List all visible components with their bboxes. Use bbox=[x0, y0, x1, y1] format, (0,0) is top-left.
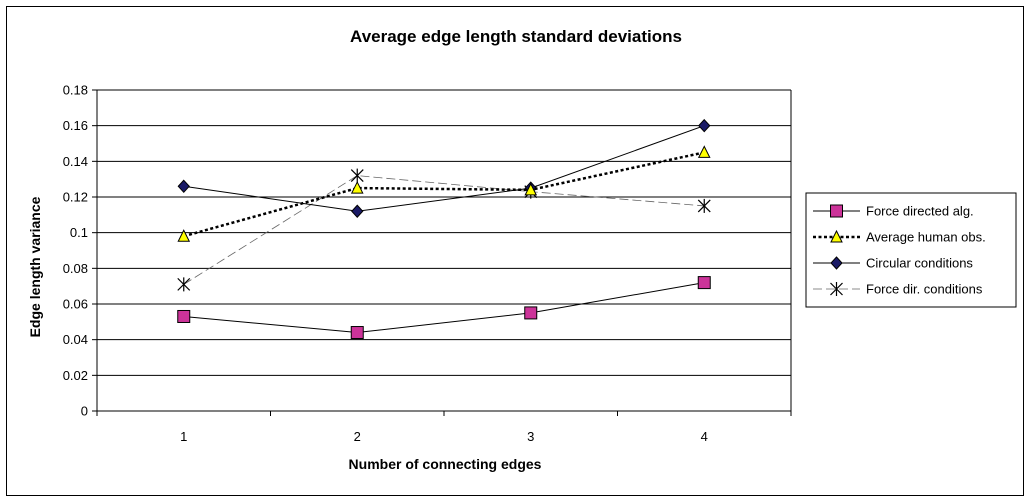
x-tick-label: 4 bbox=[701, 429, 708, 444]
legend: Force directed alg. Average human obs. Cir… bbox=[805, 192, 1017, 308]
data-point bbox=[177, 277, 191, 292]
y-axis-label: Edge length variance bbox=[27, 196, 43, 337]
legend-marker bbox=[830, 282, 843, 296]
data-point bbox=[351, 204, 364, 219]
series-layer bbox=[177, 118, 711, 340]
series-line bbox=[183, 175, 705, 285]
data-point bbox=[697, 198, 711, 213]
x-tick-label: 1 bbox=[180, 429, 187, 444]
legend-label: Circular conditions bbox=[866, 256, 973, 271]
y-tick-label: 0.14 bbox=[63, 154, 88, 169]
y-tick-labels: 0 0.02 0.04 0.06 0.08 0.1 0.12 0.14 0.16 0.18 bbox=[63, 83, 88, 419]
y-tick-label: 0 bbox=[81, 404, 88, 419]
data-point bbox=[524, 182, 538, 196]
data-point bbox=[697, 276, 711, 290]
series-4 bbox=[177, 168, 711, 292]
data-point bbox=[350, 180, 364, 194]
series-1 bbox=[177, 276, 711, 340]
y-tick-label: 0.18 bbox=[63, 83, 88, 98]
data-point bbox=[524, 306, 538, 320]
axes bbox=[92, 89, 792, 416]
data-point bbox=[350, 168, 364, 183]
legend-label: Force directed alg. bbox=[866, 204, 974, 219]
legend-label: Average human obs. bbox=[866, 230, 986, 245]
legend-marker bbox=[830, 204, 843, 218]
grid-lines bbox=[97, 89, 791, 376]
y-tick-label: 0.12 bbox=[63, 190, 88, 205]
data-point bbox=[697, 145, 711, 158]
data-point bbox=[350, 326, 364, 340]
legend-entry: Force directed alg. bbox=[813, 204, 974, 219]
data-point bbox=[177, 179, 190, 194]
x-tick-label: 3 bbox=[527, 429, 534, 444]
data-point bbox=[177, 309, 191, 323]
y-tick-label: 0.1 bbox=[70, 225, 88, 240]
series-line bbox=[183, 282, 705, 334]
legend-entry: Average human obs. bbox=[813, 230, 986, 245]
legend-marker bbox=[830, 256, 843, 270]
y-tick-label: 0.06 bbox=[63, 297, 88, 312]
series-2 bbox=[177, 145, 711, 242]
legend-entry: Circular conditions bbox=[813, 256, 973, 271]
x-tick-label: 2 bbox=[354, 429, 361, 444]
x-tick-labels: 1 2 3 4 bbox=[180, 429, 708, 444]
x-axis-label: Number of connecting edges bbox=[349, 456, 542, 472]
series-line bbox=[183, 151, 705, 238]
y-tick-label: 0.04 bbox=[63, 332, 88, 347]
y-tick-label: 0.16 bbox=[63, 118, 88, 133]
series-line bbox=[183, 125, 705, 212]
y-tick-label: 0.08 bbox=[63, 261, 88, 276]
legend-label: Force dir. conditions bbox=[866, 282, 983, 297]
data-point bbox=[177, 229, 191, 242]
legend-entry: Force dir. conditions bbox=[813, 282, 983, 297]
data-point bbox=[698, 118, 711, 133]
series-3 bbox=[177, 118, 711, 219]
y-tick-label: 0.02 bbox=[63, 368, 88, 383]
legend-marker bbox=[830, 229, 843, 243]
chart-title: Average edge length standard deviations bbox=[350, 27, 682, 46]
